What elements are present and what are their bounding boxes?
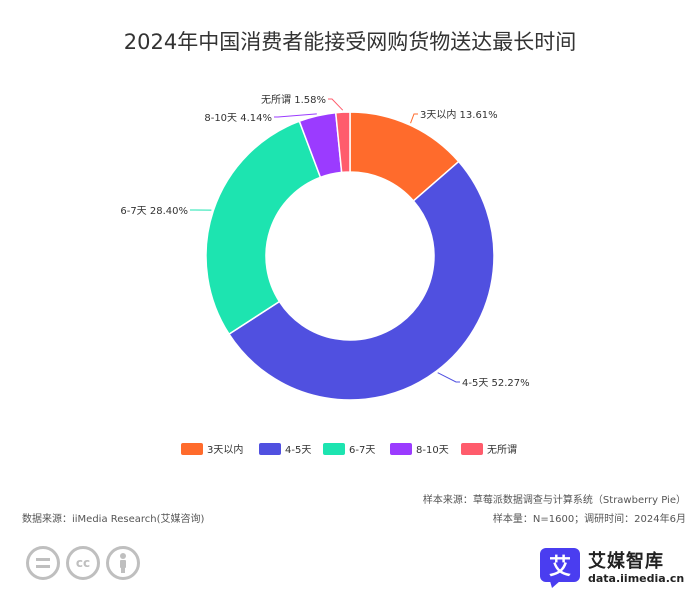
person-icon bbox=[106, 546, 140, 580]
legend-swatch bbox=[323, 443, 345, 455]
brand-name: 艾媒智库 bbox=[588, 551, 664, 572]
data-label: 4-5天 52.27% bbox=[462, 378, 530, 389]
legend-item[interactable]: 3天以内 bbox=[181, 443, 243, 456]
cc-icon: cc bbox=[66, 546, 100, 580]
equals-icon bbox=[26, 546, 60, 580]
legend-item[interactable]: 无所谓 bbox=[461, 443, 517, 456]
legend-swatch bbox=[390, 443, 412, 455]
data-label: 6-7天 28.40% bbox=[120, 206, 188, 217]
legend-label: 6-7天 bbox=[349, 445, 375, 456]
legend-item[interactable]: 8-10天 bbox=[390, 443, 449, 456]
slice-6-7天 bbox=[205, 120, 322, 336]
legend-swatch bbox=[259, 443, 281, 455]
slice-labels: 3天以内 13.61% 4-5天 52.27% 6-7天 28.40% 8-10天 4… bbox=[120, 94, 529, 389]
data-label: 无所谓 1.58% bbox=[261, 94, 326, 106]
legend-swatch bbox=[181, 443, 203, 455]
chart-title: 2024年中国消费者能接受网购货物送达最长时间 bbox=[123, 30, 577, 54]
brand-logo-char: 艾 bbox=[549, 555, 571, 580]
data-source: 数据来源：iiMedia Research(艾媒咨询) bbox=[22, 514, 205, 525]
slice-无所谓 bbox=[334, 111, 351, 174]
legend-label: 4-5天 bbox=[285, 445, 311, 456]
leader-line bbox=[410, 113, 418, 124]
leader-line bbox=[328, 98, 344, 111]
legend-item[interactable]: 6-7天 bbox=[323, 443, 375, 456]
leader-line bbox=[274, 113, 317, 118]
sample-source: 样本来源：草莓派数据调查与计算系统（Strawberry Pie） bbox=[422, 495, 686, 506]
slice-4-5天 bbox=[227, 160, 495, 401]
legend-label: 无所谓 bbox=[487, 444, 517, 456]
chart-legend: 3天以内 4-5天 6-7天 8-10天 无所谓 bbox=[181, 443, 517, 456]
legend-item[interactable]: 4-5天 bbox=[259, 443, 311, 456]
data-label: 3天以内 13.61% bbox=[420, 108, 498, 121]
brand-logo: 艾 bbox=[540, 548, 580, 588]
legend-swatch bbox=[461, 443, 483, 455]
legend-label: 3天以内 bbox=[207, 443, 243, 456]
brand-url: data.iimedia.cn bbox=[588, 572, 685, 585]
sample-size: 样本量：N=1600；调研时间：2024年6月 bbox=[492, 514, 686, 525]
legend-label: 8-10天 bbox=[416, 445, 449, 456]
leader-line bbox=[437, 372, 460, 383]
donut-slices bbox=[205, 111, 495, 401]
data-label: 8-10天 4.14% bbox=[204, 113, 272, 124]
